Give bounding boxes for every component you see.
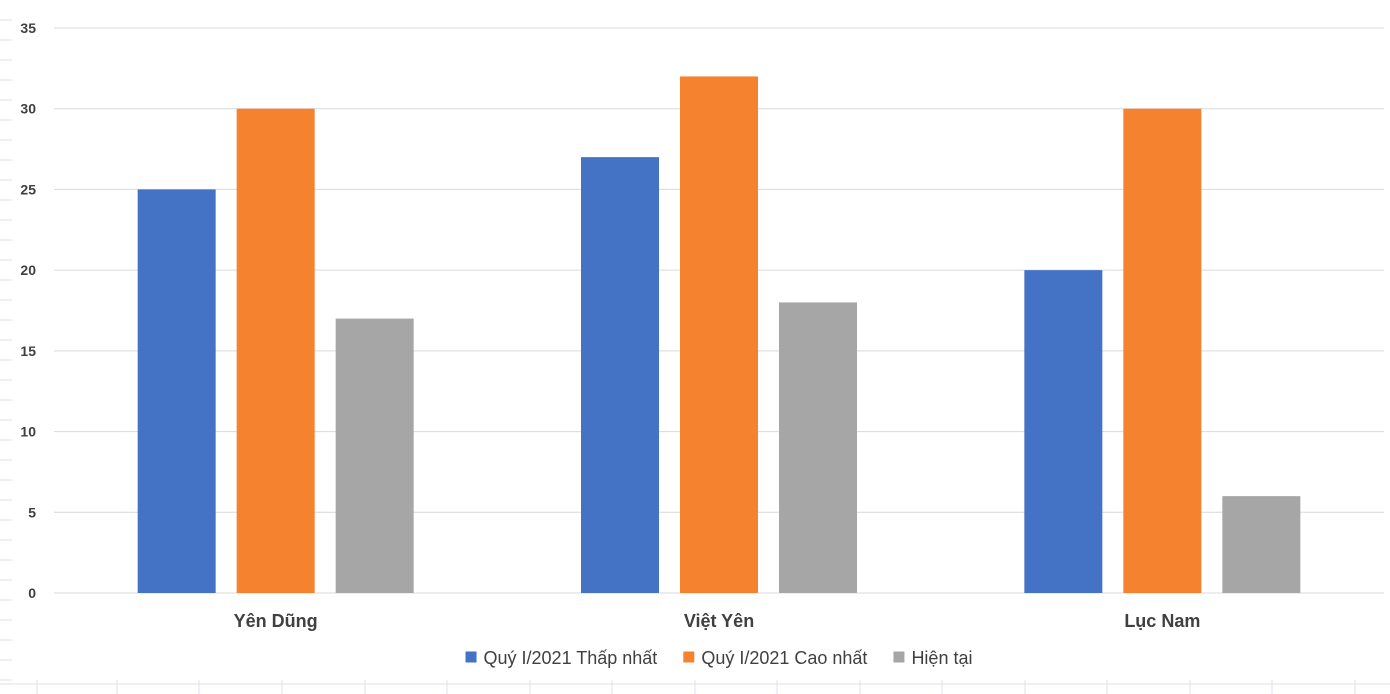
y-tick-label: 5 — [28, 504, 36, 520]
chart-bars — [137, 76, 1301, 593]
x-axis-category-labels: Yên Dũng Việt Yên Lục Nam — [234, 611, 1201, 631]
bar[interactable] — [779, 302, 857, 593]
y-tick-label: 20 — [20, 262, 36, 278]
bar[interactable] — [137, 189, 216, 593]
legend-swatch — [465, 651, 477, 663]
y-tick-label: 0 — [28, 585, 36, 601]
legend-swatch — [683, 651, 695, 663]
x-category-label: Lục Nam — [1124, 611, 1200, 631]
legend-label[interactable]: Quý I/2021 Thấp nhất — [484, 648, 658, 668]
bar[interactable] — [680, 76, 758, 593]
y-tick-label: 10 — [20, 424, 36, 440]
bar[interactable] — [1222, 496, 1301, 593]
x-category-label: Yên Dũng — [234, 611, 318, 631]
y-axis-tick-labels: 0 5 10 15 20 25 30 35 — [20, 20, 36, 601]
legend-swatch — [893, 651, 905, 663]
legend-label[interactable]: Quý I/2021 Cao nhất — [701, 648, 867, 668]
bar[interactable] — [581, 157, 659, 593]
y-tick-label: 15 — [20, 343, 36, 359]
bar[interactable] — [1123, 108, 1202, 593]
y-tick-label: 30 — [20, 101, 36, 117]
bar[interactable] — [1024, 270, 1103, 593]
bar[interactable] — [236, 108, 315, 593]
x-category-label: Việt Yên — [684, 611, 754, 631]
chart-legend[interactable]: Quý I/2021 Thấp nhất Quý I/2021 Cao nhất H… — [465, 648, 973, 668]
y-tick-label: 25 — [20, 181, 36, 197]
y-tick-label: 35 — [20, 20, 36, 36]
bar[interactable] — [335, 318, 414, 593]
legend-label[interactable]: Hiện tại — [911, 648, 972, 668]
